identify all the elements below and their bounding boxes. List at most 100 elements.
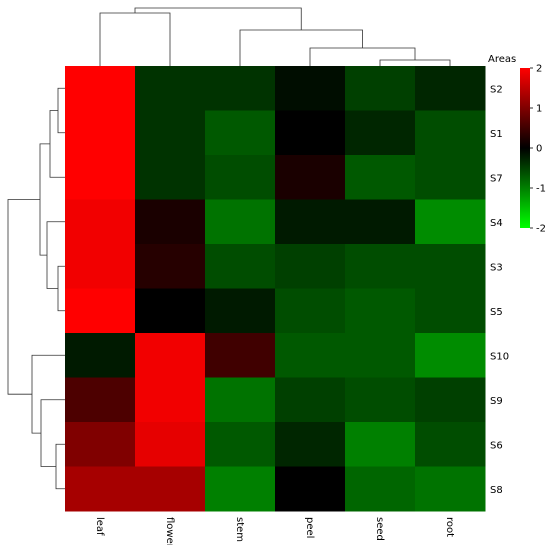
heatmap-cell-S9-peel	[275, 377, 346, 423]
heatmap-cell-S6-root	[415, 422, 486, 467]
heatmap-cell-S8-leaf	[65, 466, 136, 512]
legend-color-bar	[520, 68, 530, 228]
heatmap-cell-S4-peel	[275, 199, 346, 245]
heatmap-cell-S9-stem	[205, 377, 276, 423]
row-label-S5: S5	[490, 307, 503, 318]
heatmap-cell-S10-stem	[205, 333, 276, 378]
heatmap-cell-S10-flower	[135, 333, 206, 378]
row-dendrogram-link	[55, 443, 65, 490]
legend-ticks: 2 1 0 -1 -2	[530, 64, 546, 235]
heatmap-cell-S5-root	[415, 288, 486, 334]
heatmap-cell-S8-stem	[205, 466, 276, 512]
column-dendrogram	[99, 7, 451, 66]
row-dendrogram-link	[49, 110, 65, 178]
heatmap-cell-S7-stem	[205, 155, 276, 200]
row-dendrogram-link	[40, 399, 65, 467]
heatmap-cell-S9-seed	[345, 377, 416, 423]
heatmap-cell-S6-peel	[275, 422, 346, 467]
heatmap-cell-S7-peel	[275, 155, 346, 200]
heatmap-cell-S6-flower	[135, 422, 206, 467]
heatmap-cell-S4-leaf	[65, 199, 136, 245]
heatmap-cell-S10-seed	[345, 333, 416, 378]
row-dendrogram	[7, 87, 65, 490]
row-label-S6: S6	[490, 440, 503, 451]
heatmap-cell-S7-seed	[345, 155, 416, 200]
heatmap-cell-S7-root	[415, 155, 486, 200]
legend-tick-label: -2	[536, 224, 546, 235]
row-label-S7: S7	[490, 173, 503, 184]
heatmap-cell-S2-root	[415, 66, 486, 111]
row-label-S2: S2	[490, 84, 503, 95]
heatmap-cell-S1-root	[415, 110, 486, 156]
row-dendrogram-link	[57, 265, 65, 312]
heatmap-cell-S4-flower	[135, 199, 206, 245]
heatmap-cell-S9-leaf	[65, 377, 136, 423]
heatmap-cell-S8-peel	[275, 466, 346, 512]
heatmap-cell-S8-flower	[135, 466, 206, 512]
color-legend: Areas 2 1 0 -1 -2	[488, 54, 546, 235]
heatmap-cell-S7-leaf	[65, 155, 136, 200]
row-dendrogram-link	[31, 354, 65, 434]
column-dendrogram-link	[134, 7, 302, 30]
heatmap-cells	[65, 66, 486, 512]
column-dendrogram-link	[379, 59, 451, 66]
legend-title: Areas	[488, 54, 516, 65]
row-labels: S2 S1 S7 S4 S3 S5 S10 S9 S6 S8	[490, 84, 509, 496]
row-label-S8: S8	[490, 485, 503, 496]
heatmap-cell-S9-flower	[135, 377, 206, 423]
heatmap-cell-S1-peel	[275, 110, 346, 156]
heatmap-cell-S2-flower	[135, 66, 206, 111]
heatmap-cell-S6-stem	[205, 422, 276, 467]
row-label-S4: S4	[490, 218, 503, 229]
heatmap-cell-S5-flower	[135, 288, 206, 334]
row-dendrogram-link	[7, 199, 40, 395]
heatmap-cell-S8-seed	[345, 466, 416, 512]
heatmap-cell-S1-stem	[205, 110, 276, 156]
column-dendrogram-link	[309, 47, 416, 66]
row-dendrogram-link	[57, 87, 65, 134]
heatmap-cell-S4-root	[415, 199, 486, 245]
row-label-S9: S9	[490, 396, 503, 407]
heatmap-cell-S2-leaf	[65, 66, 136, 111]
column-label-root: root	[444, 517, 455, 537]
row-label-S10: S10	[490, 351, 509, 362]
legend-tick-label: 2	[536, 64, 542, 75]
column-label-leaf: leaf	[94, 517, 105, 536]
column-label-stem: stem	[234, 517, 245, 542]
heatmap-cell-S3-flower	[135, 244, 206, 289]
heatmap-cell-S4-stem	[205, 199, 276, 245]
column-label-flower: flower	[164, 517, 175, 545]
row-label-S3: S3	[490, 262, 503, 273]
heatmap-cell-S4-seed	[345, 199, 416, 245]
heatmap-cell-S2-stem	[205, 66, 276, 111]
heatmap-cell-S6-leaf	[65, 422, 136, 467]
heatmap-cell-S5-peel	[275, 288, 346, 334]
heatmap-cell-S6-seed	[345, 422, 416, 467]
heatmap-cell-S1-flower	[135, 110, 206, 156]
heatmap-cell-S3-root	[415, 244, 486, 289]
heatmap-cell-S5-seed	[345, 288, 416, 334]
heatmap-cell-S9-root	[415, 377, 486, 423]
legend-tick-label: 0	[536, 144, 542, 155]
heatmap-cell-S8-root	[415, 466, 486, 512]
row-dendrogram-link	[39, 143, 50, 256]
row-label-S1: S1	[490, 129, 503, 140]
column-labels: leaf flower stem peel seed root	[94, 517, 455, 545]
heatmap-cell-S3-seed	[345, 244, 416, 289]
legend-tick-label: -1	[536, 184, 546, 195]
heatmap-cell-S10-root	[415, 333, 486, 378]
heatmap-cell-S3-stem	[205, 244, 276, 289]
heatmap-cell-S5-stem	[205, 288, 276, 334]
legend-tick-label: 1	[536, 104, 542, 115]
column-label-seed: seed	[374, 517, 385, 541]
heatmap-cell-S10-leaf	[65, 333, 136, 378]
heatmap-cell-S2-peel	[275, 66, 346, 111]
heatmap-cell-S1-leaf	[65, 110, 136, 156]
column-dendrogram-link	[99, 12, 171, 66]
heatmap-cell-S2-seed	[345, 66, 416, 111]
column-label-peel: peel	[304, 517, 315, 538]
heatmap-cell-S10-peel	[275, 333, 346, 378]
heatmap-cell-S5-leaf	[65, 288, 136, 334]
row-dendrogram-link	[46, 221, 65, 289]
